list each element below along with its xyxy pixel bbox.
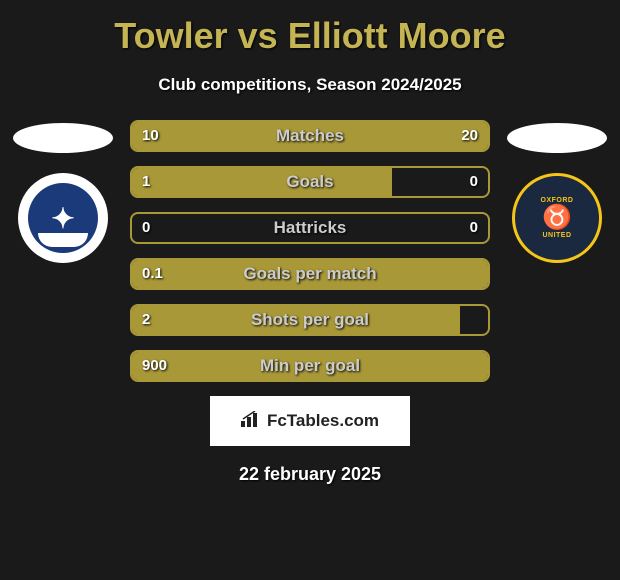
- stat-row: 1Goals0: [130, 166, 490, 198]
- watermark-text: FcTables.com: [267, 411, 379, 431]
- stat-row: 0.1Goals per match: [130, 258, 490, 290]
- infographic-container: Towler vs Elliott Moore Club competition…: [0, 0, 620, 580]
- stat-label: Shots per goal: [132, 306, 488, 334]
- stat-row: 0Hattricks0: [130, 212, 490, 244]
- star-icon: ✦: [28, 183, 98, 253]
- club-badge-oxford: OXFORD ♉ UNITED: [512, 173, 602, 263]
- club-badge-portsmouth: ✦: [18, 173, 108, 263]
- player-left-column: ✦: [8, 120, 118, 263]
- stat-label: Hattricks: [132, 214, 488, 242]
- stat-label: Matches: [132, 122, 488, 150]
- player-right-column: OXFORD ♉ UNITED: [502, 120, 612, 263]
- ox-head-icon: ♉: [542, 206, 572, 230]
- stat-value-right: 20: [461, 122, 478, 150]
- chart-icon: [241, 411, 261, 432]
- stat-label: Min per goal: [132, 352, 488, 380]
- stat-row: 10Matches20: [130, 120, 490, 152]
- stats-column: 10Matches201Goals00Hattricks00.1Goals pe…: [130, 120, 490, 382]
- subtitle: Club competitions, Season 2024/2025: [0, 75, 620, 95]
- stat-label: Goals per match: [132, 260, 488, 288]
- player-silhouette-left: [13, 123, 113, 153]
- watermark: FcTables.com: [210, 396, 410, 446]
- player-silhouette-right: [507, 123, 607, 153]
- stat-row: 2Shots per goal: [130, 304, 490, 336]
- oxford-text-bottom: UNITED: [542, 232, 571, 239]
- comparison-area: ✦ OXFORD ♉ UNITED 10Matches201Goals00Hat…: [0, 120, 620, 485]
- oxford-text-top: OXFORD: [541, 197, 574, 204]
- page-title: Towler vs Elliott Moore: [0, 15, 620, 57]
- stat-value-right: 0: [470, 214, 478, 242]
- stat-label: Goals: [132, 168, 488, 196]
- stat-value-right: 0: [470, 168, 478, 196]
- stat-row: 900Min per goal: [130, 350, 490, 382]
- date-text: 22 february 2025: [0, 464, 620, 485]
